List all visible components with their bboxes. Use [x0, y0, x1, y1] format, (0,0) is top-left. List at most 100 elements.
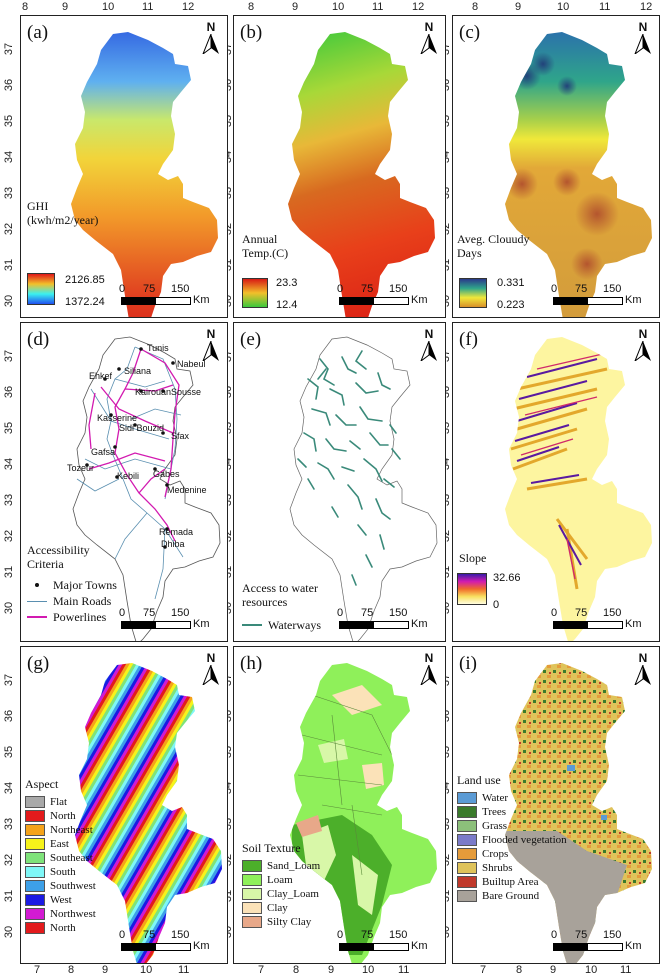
- waterways-network: [289, 336, 438, 641]
- cloudy-legend: Aveg. Clouudy Days: [457, 232, 529, 260]
- lat-tick: 37: [3, 673, 16, 687]
- legend-item: Powerlines: [53, 610, 107, 624]
- legend-item: Bare Ground: [457, 889, 567, 903]
- lon-tick: 9: [102, 964, 109, 976]
- scale-bar: 0 75 150 Km: [551, 929, 642, 952]
- lon-tick: 9: [292, 1, 299, 13]
- soil-texture-raster: [290, 663, 437, 963]
- lat-tick: 31: [3, 565, 16, 579]
- lon-tick: 11: [398, 964, 410, 976]
- panel-label: (d): [27, 329, 50, 350]
- lon-tick: 10: [102, 1, 115, 13]
- legend-max: 0.331: [497, 277, 525, 289]
- legend-swatch: [25, 824, 45, 836]
- legend-max: 32.66: [493, 572, 521, 584]
- lat-tick: 34: [3, 781, 16, 795]
- legend-item: Northeast: [25, 823, 96, 837]
- legend-title: Access to water: [242, 581, 318, 595]
- legend-swatch: [25, 852, 45, 864]
- legend-item: North: [25, 921, 96, 935]
- legend-item: Crops: [457, 847, 567, 861]
- legend-item: Waterways: [268, 618, 322, 632]
- lon-tick: 8: [293, 964, 300, 976]
- legend-swatch: [242, 888, 262, 900]
- legend-label: Trees: [482, 806, 507, 818]
- scale-bar: 0 75 150 Km: [337, 929, 428, 952]
- legend-label: Northeast: [50, 824, 93, 836]
- legend-label: Silty Clay: [267, 916, 312, 928]
- legend-unit: Days: [457, 246, 482, 260]
- panel-a-ghi-map: (a) N GHI (kwh/m2/year) 2126.85 1372.24 …: [20, 15, 228, 318]
- accessibility-network: [72, 336, 221, 641]
- panel-h-soil-texture-map: (h) N Soil Texture Sand_Loam Loam Clay_Loa…: [233, 646, 446, 964]
- legend-swatch: [25, 894, 45, 906]
- panel-f-slope-map: (f) N Slope 32.66 0 0 75 150 Km: [452, 322, 660, 642]
- lat-tick: 37: [3, 349, 16, 363]
- lon-tick: 7: [34, 964, 41, 976]
- north-arrow-icon: N: [633, 20, 653, 54]
- town-label: Medenine: [167, 485, 207, 495]
- lon-tick: 11: [178, 964, 190, 976]
- panel-label: (c): [459, 22, 481, 43]
- lat-tick: 34: [3, 457, 16, 471]
- slope-gradient-bar: [457, 573, 487, 605]
- lat-tick: 34: [3, 150, 16, 164]
- town-label: Dhiba: [161, 539, 185, 549]
- legend-item: Sand_Loam: [242, 859, 320, 873]
- lat-tick: 36: [3, 385, 16, 399]
- panel-label: (b): [240, 22, 263, 43]
- lon-tick: 9: [62, 1, 69, 13]
- aspect-legend: Aspect Flat North Northeast East Southeast So…: [25, 777, 96, 935]
- legend-unit: Temp.(C): [242, 246, 289, 260]
- lon-tick: 12: [412, 1, 425, 13]
- town-label: Gafsa: [91, 447, 116, 457]
- legend-min: 1372.24: [65, 296, 105, 308]
- legend-label: Clay_Loam: [267, 888, 319, 900]
- north-arrow-icon: N: [201, 651, 221, 685]
- lat-tick: 30: [3, 294, 16, 308]
- legend-title: Slope: [459, 551, 487, 565]
- north-arrow-icon: N: [201, 327, 221, 361]
- legend-label: Water: [482, 792, 508, 804]
- lat-tick: 37: [3, 42, 16, 56]
- town-label: Siliana: [124, 366, 152, 376]
- lon-tick: 10: [585, 964, 598, 976]
- legend-swatch: [242, 902, 262, 914]
- legend-label: Southeast: [50, 852, 93, 864]
- legend-item: Water: [457, 791, 567, 805]
- legend-title: GHI: [27, 199, 49, 213]
- legend-label: Flooded vegetation: [482, 834, 567, 846]
- town-label: Gabes: [153, 469, 180, 479]
- legend-swatch: [25, 838, 45, 850]
- legend-label: South: [50, 866, 76, 878]
- town-label: Sidi Bouzid: [119, 423, 165, 433]
- lat-tick: 30: [3, 601, 16, 615]
- cloudy-days-raster: [505, 32, 652, 317]
- north-arrow-icon: N: [419, 20, 439, 54]
- legend-label: East: [50, 838, 69, 850]
- legend-unit: resources: [242, 595, 288, 609]
- legend-swatch: [457, 806, 477, 818]
- legend-item: Southeast: [25, 851, 96, 865]
- land-use-raster: [505, 663, 652, 963]
- legend-min: 0: [493, 599, 500, 611]
- legend-label: Loam: [267, 874, 293, 886]
- lat-tick: 33: [3, 186, 16, 200]
- north-arrow-icon: N: [419, 651, 439, 685]
- lat-tick: 32: [3, 529, 16, 543]
- panel-label: (h): [240, 653, 263, 674]
- panel-c-cloudy-days-map: (c) N Aveg. Clouudy Days 0.331 0.223 0 75…: [452, 15, 660, 318]
- panel-g-aspect-map: (g) N Aspect Flat North Northeast East South…: [20, 646, 228, 964]
- legend-swatch: [25, 880, 45, 892]
- legend-item: Trees: [457, 805, 567, 819]
- north-arrow-icon: N: [201, 20, 221, 54]
- legend-item: Silty Clay: [242, 915, 320, 929]
- legend-item: Clay_Loam: [242, 887, 320, 901]
- legend-min: 12.4: [276, 299, 298, 311]
- lat-tick: 30: [3, 925, 16, 939]
- aspect-raster: [75, 663, 222, 963]
- legend-label: Bare Ground: [482, 890, 540, 902]
- lon-tick: 11: [142, 1, 154, 13]
- lon-tick: 7: [480, 964, 487, 976]
- town-label: Kasserine: [97, 413, 138, 423]
